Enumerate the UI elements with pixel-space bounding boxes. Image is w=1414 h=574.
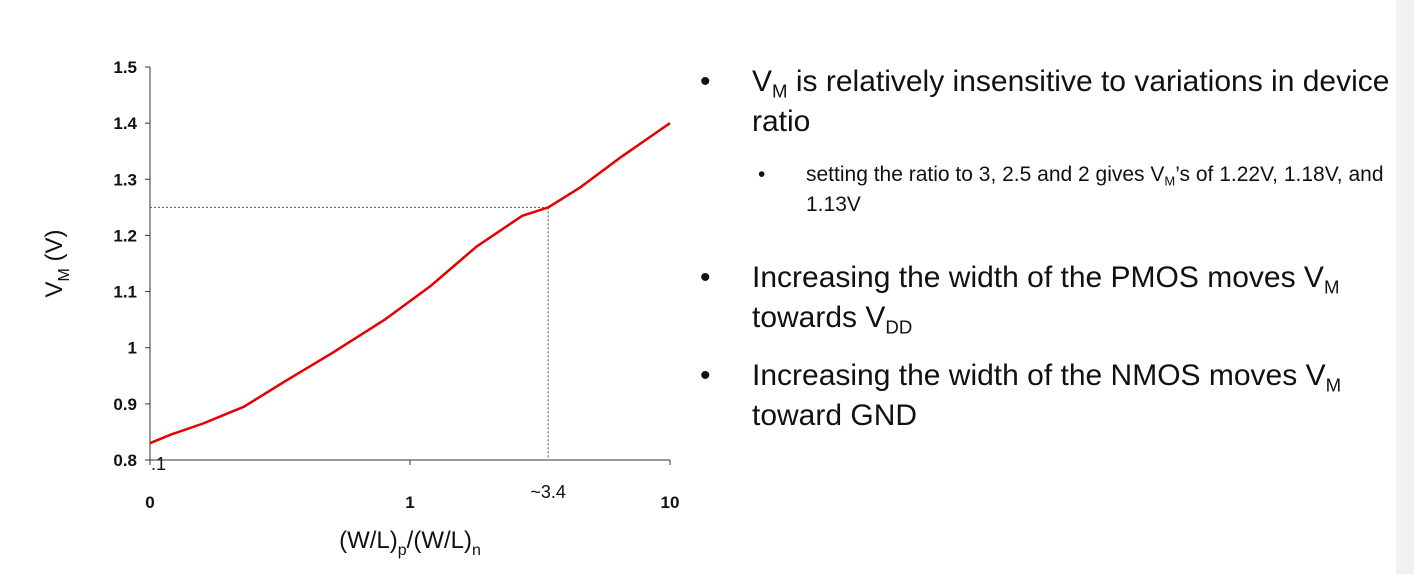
bullet-subscript: M	[772, 80, 788, 102]
bullet-text: is relatively insensitive to variations …	[752, 65, 1390, 138]
y-tick-label: 1.1	[113, 283, 137, 302]
bullet-item: • Increasing the width of the PMOS moves…	[700, 258, 1400, 338]
bullet-item: • Increasing the width of the NMOS moves…	[700, 356, 1400, 436]
y-tick-label: 0.8	[113, 451, 137, 470]
bullet-item: • VM is relatively insensitive to variati…	[700, 62, 1400, 142]
x-tick-label: 0	[145, 493, 154, 512]
bullet-list: • VM is relatively insensitive to variati…	[700, 62, 1400, 454]
x-tick-label: 10	[661, 493, 680, 512]
bullet-text: Increasing the width of the NMOS moves V	[752, 359, 1326, 392]
bullet-text: Increasing the width of the PMOS moves V	[752, 261, 1324, 294]
y-tick-label: 1.2	[113, 226, 137, 245]
bullet-text: towards V	[752, 301, 886, 334]
y-tick-label: 1.3	[113, 170, 137, 189]
annotation-label: ~3.4	[530, 482, 566, 502]
y-axis-title-subscript: M	[56, 268, 73, 281]
bullet-dot: •	[700, 359, 711, 392]
tick-labels: 0.8 0.9 1 1.1 1.2 1.3 1.4 1.5 0 1 10	[113, 58, 679, 512]
y-tick-label: 1.5	[113, 58, 137, 77]
x-tick-label: 1	[405, 493, 414, 512]
y-axis-title-part: (V)	[41, 229, 68, 268]
y-axis-title: VM (V)	[41, 229, 73, 297]
sub-bullet-text: ’s of 1.22V, 1.18V, and 1.13V	[806, 163, 1384, 216]
x-axis-title-subscript: p	[398, 542, 407, 559]
sub-bullet-item: • setting the ratio to 3, 2.5 and 2 give…	[700, 160, 1400, 220]
bullet-subscript: M	[1323, 276, 1340, 298]
y-tick-label: 1	[128, 339, 137, 358]
bullet-text: toward GND	[752, 399, 918, 432]
chart-series	[149, 122, 671, 445]
y-tick-label: 1.4	[113, 114, 137, 133]
chart-annotations: .1 ~3.4	[151, 454, 566, 502]
vm-vs-ratio-chart: 0.8 0.9 1 1.1 1.2 1.3 1.4 1.5 0 1 10 .1 ~3.4 (W/L)p…	[41, 58, 679, 559]
bullet-subscript: DD	[885, 316, 913, 338]
x-axis-title-part: /(W/L)	[407, 527, 472, 554]
annotation-label: .1	[151, 454, 166, 474]
bullet-dot: •	[700, 65, 711, 98]
bullet-subscript: M	[1325, 374, 1342, 396]
bullet-text: V	[752, 65, 773, 98]
y-tick-label: 0.9	[113, 395, 137, 414]
chart-axes	[145, 66, 671, 465]
sub-bullet-dot: •	[758, 163, 766, 186]
x-axis-title-part: (W/L)	[339, 527, 398, 554]
sub-bullet-subscript: M	[1164, 173, 1176, 189]
x-axis-title: (W/L)p/(W/L)n	[339, 527, 481, 559]
y-axis-title-part: V	[41, 281, 68, 297]
x-axis-title-subscript: n	[472, 542, 481, 559]
axis-titles: (W/L)p/(W/L)n VM (V)	[41, 229, 481, 559]
bullet-dot: •	[700, 261, 711, 294]
slide-edge	[1396, 0, 1414, 574]
series-line-vm	[149, 122, 671, 445]
sub-bullet-text: setting the ratio to 3, 2.5 and 2 gives …	[806, 163, 1165, 186]
